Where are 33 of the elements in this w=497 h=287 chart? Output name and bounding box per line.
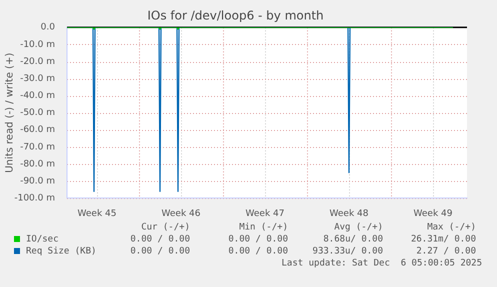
chart-title: IOs for /dev/loop6 - by month	[147, 8, 324, 22]
text: 0.00 / 0.00	[228, 234, 288, 244]
y-tick-label: 0.0	[40, 22, 56, 33]
text: Cur (-/+)	[141, 222, 190, 232]
y-tick-label: -100.0 m	[14, 194, 55, 204]
x-tick-label: Week 48	[330, 208, 369, 219]
y-tick-label: -70.0 m	[20, 142, 55, 152]
y-axis-title: Units read (-) / write (+)	[4, 52, 16, 173]
text: Last update: Sat Dec 6 05:00:05 2025	[282, 258, 482, 268]
y-tick-label: -60.0 m	[20, 125, 55, 136]
legend-label: Req Size (KB)	[26, 246, 96, 256]
x-tick-label: Week 46	[162, 208, 201, 219]
text: Min (-/+)	[239, 222, 288, 232]
y-tick-label: -10.0 m	[20, 40, 55, 50]
text: 0.00 / 0.00	[130, 234, 190, 244]
x-tick-label: Week 47	[246, 208, 284, 219]
text: 26.31m/ 0.00	[410, 234, 476, 244]
y-tick-label: -90.0 m	[20, 176, 55, 186]
text: 2.27 / 0.00	[416, 246, 476, 256]
text: Avg (-/+)	[334, 222, 383, 232]
y-tick-label: -50.0 m	[20, 108, 55, 118]
x-tick-label: Week 49	[414, 208, 453, 219]
legend-label: IO/sec	[26, 234, 59, 244]
x-tick-label: Week 45	[78, 208, 116, 219]
y-tick-label: -40.0 m	[20, 91, 55, 102]
text: 0.00 / 0.00	[228, 246, 288, 256]
text: Max (-/+)	[427, 222, 476, 232]
y-tick-label: -80.0 m	[20, 159, 55, 170]
y-tick-label: -30.0 m	[20, 74, 55, 84]
y-tick-label: -20.0 m	[20, 56, 55, 67]
text: 8.68u/ 0.00	[323, 234, 383, 244]
text: 933.33u/ 0.00	[312, 246, 383, 256]
text: 0.00 / 0.00	[130, 246, 190, 256]
